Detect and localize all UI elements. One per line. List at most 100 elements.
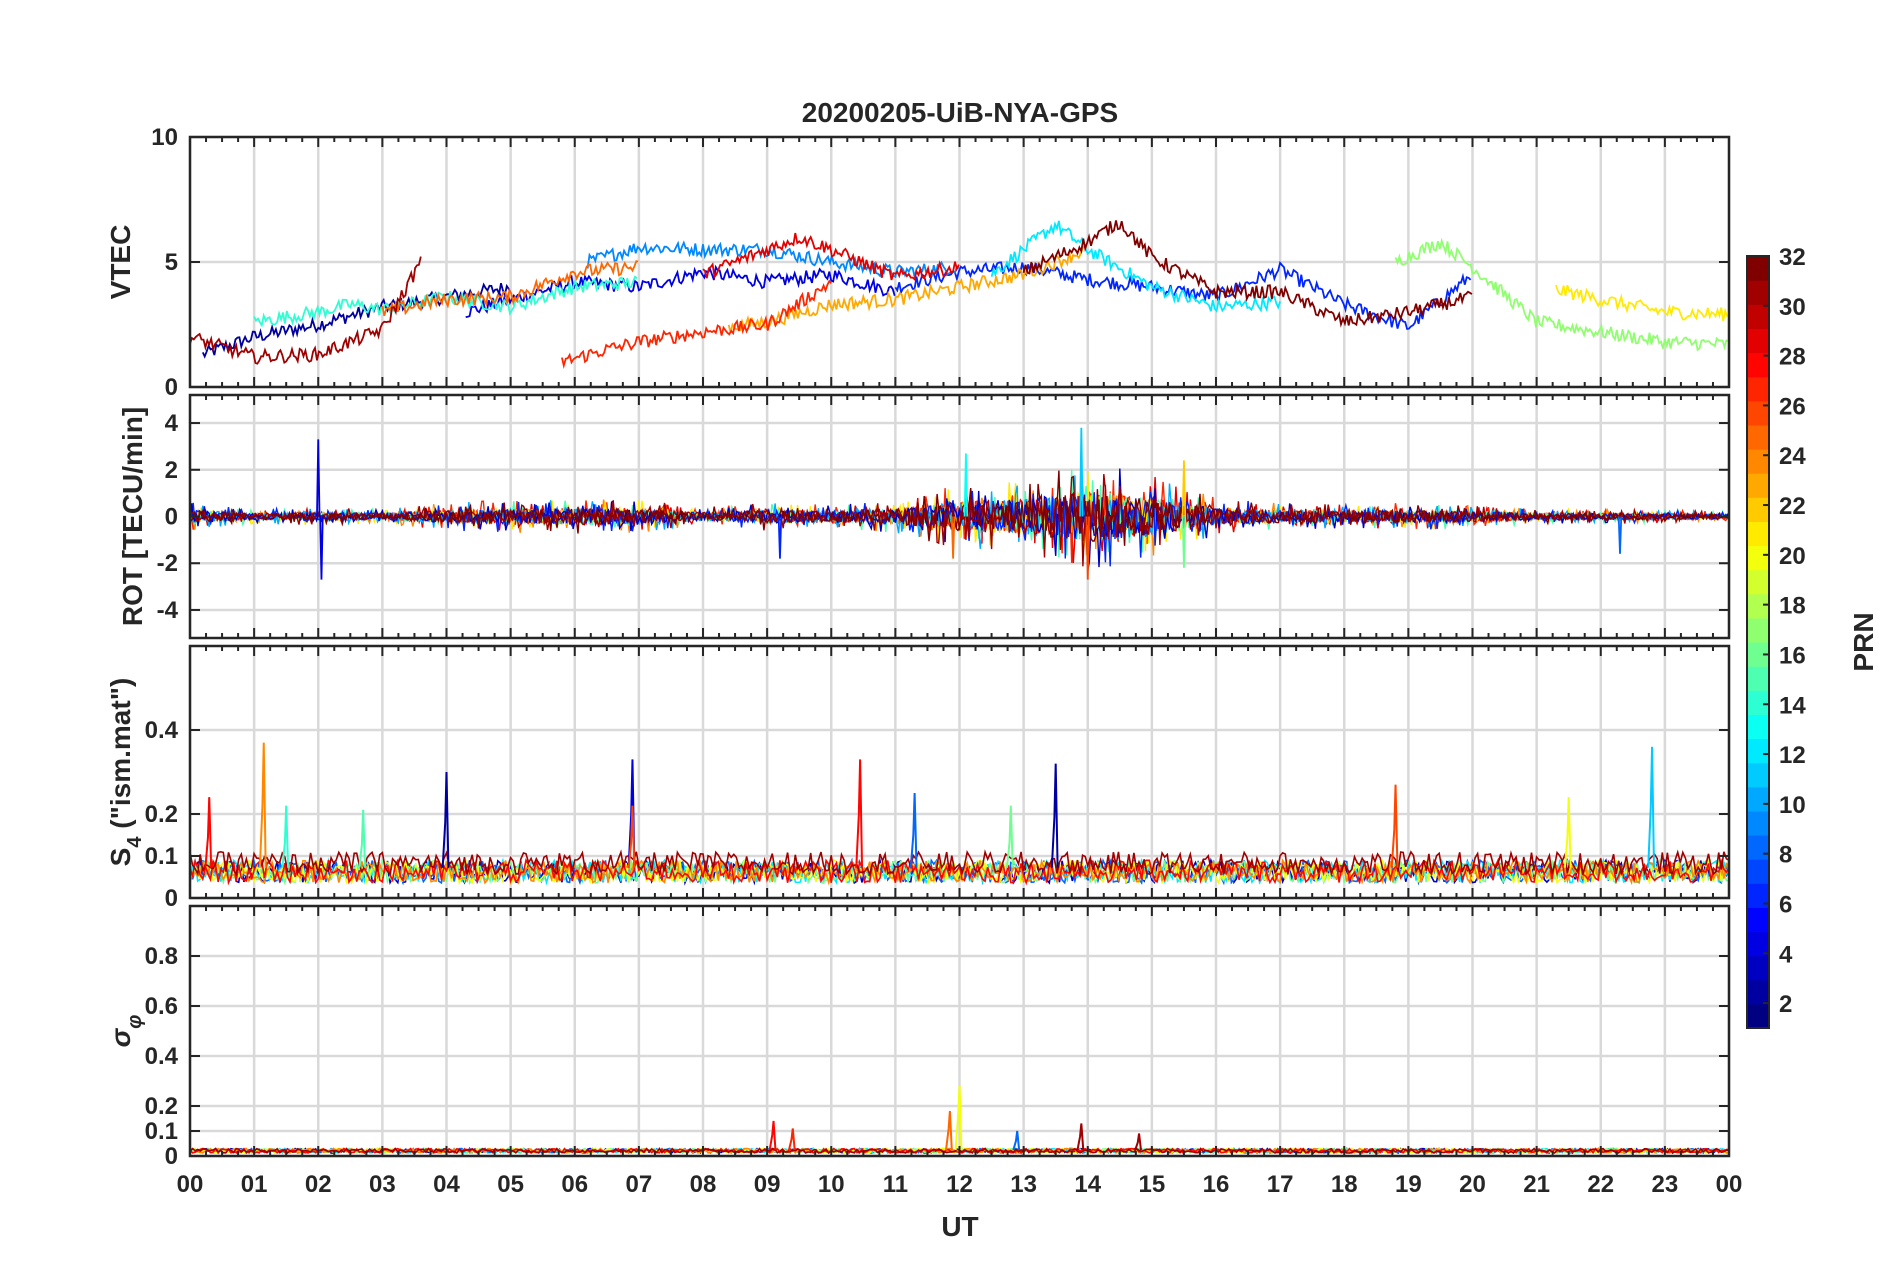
spike-prn-31: [1134, 1133, 1142, 1151]
y-tick-label: 10: [151, 124, 178, 151]
series-prn-29: [702, 232, 960, 281]
x-tick-label: 09: [754, 1171, 781, 1198]
y-tick-label: 4: [165, 410, 179, 437]
colorbar-swatch: [1747, 642, 1769, 667]
y-tick-label: -2: [157, 550, 178, 577]
colorbar-swatch: [1747, 473, 1769, 498]
spike-prn-25: [945, 1110, 953, 1151]
x-tick-label: 11: [883, 1171, 908, 1198]
figure-title: 20200205-UiB-NYA-GPS: [802, 97, 1118, 128]
colorbar-frame: [1746, 255, 1770, 1029]
spike-prn-27: [787, 1128, 796, 1151]
colorbar-swatch: [1747, 690, 1769, 715]
x-tick-label: 12: [946, 1171, 973, 1198]
colorbar-swatch: [1747, 256, 1769, 281]
rot-spike: [1181, 460, 1187, 517]
y-tick-label: 0.4: [145, 1043, 179, 1070]
colorbar-swatch: [1747, 304, 1769, 329]
y-tick-label: 5: [165, 249, 178, 276]
colorbar-swatch: [1747, 738, 1769, 764]
x-tick-label: 21: [1523, 1171, 1550, 1198]
x-tick-label: 03: [369, 1171, 396, 1198]
y-tick-label: 0: [165, 504, 178, 531]
spike-prn-28: [855, 759, 864, 868]
rot-spike: [1085, 516, 1090, 580]
y-tick-label: 0.4: [145, 717, 179, 744]
y-tick-label: 0.2: [145, 801, 178, 828]
colorbar-label: PRN: [1848, 612, 1879, 671]
rot-spike: [1617, 516, 1623, 554]
colorbar-swatch: [1747, 1003, 1769, 1029]
spike-prn-31: [1076, 1123, 1085, 1151]
colorbar-tick-label: 28: [1779, 344, 1806, 371]
x-tick-label: 10: [818, 1171, 845, 1198]
y-tick-label: 0.2: [145, 1093, 178, 1120]
colorbar-tick-label: 8: [1779, 842, 1792, 869]
rot-spike: [1181, 516, 1187, 568]
colorbar-swatch: [1747, 931, 1769, 957]
x-tick-label: 06: [561, 1171, 588, 1198]
y-tick-label: 0: [165, 374, 178, 401]
colorbar-swatch: [1747, 883, 1769, 908]
x-tick-label: 04: [433, 1171, 460, 1198]
y-tick-label: 0: [165, 885, 178, 912]
series-prn-27: [561, 279, 832, 370]
colorbar-swatch: [1747, 666, 1769, 691]
rot-spike: [319, 516, 324, 580]
y-axis-label-s4: S4 ("ism.mat"): [105, 678, 146, 867]
panel-sigma_phi: 00.10.2 0.4 0.6 0.8 σφ: [105, 904, 1731, 1170]
spike-prn-15: [358, 809, 367, 868]
colorbar-tick-label: 24: [1779, 443, 1806, 470]
data-s4: [190, 742, 1729, 886]
panel-s4: 0 0.1 0.2 0.4S4 ("ism.mat"): [105, 644, 1731, 912]
colorbar-tick-label: 32: [1779, 244, 1806, 271]
x-tick-label: 13: [1010, 1171, 1037, 1198]
colorbar-swatch: [1747, 545, 1769, 571]
x-tick-label: 14: [1074, 1171, 1101, 1198]
series-prn-2: [201, 282, 512, 359]
series-prn-31: [190, 256, 422, 365]
series-prn-17: [1394, 237, 1729, 352]
spike-prn-24: [258, 742, 267, 868]
colorbar-tick-label: 6: [1779, 891, 1792, 918]
colorbar-tick-label: 16: [1779, 642, 1806, 669]
y-axis-label-rot: ROT [TECU/min]: [117, 407, 148, 626]
colorbar-swatch: [1747, 907, 1769, 933]
x-tick-label: 18: [1331, 1171, 1358, 1198]
x-tick-label: 01: [241, 1171, 268, 1198]
series-prn-24: [190, 857, 1729, 886]
rot-spike: [963, 453, 969, 517]
colorbar-tick-label: 2: [1779, 991, 1792, 1018]
spike-prn-26: [1390, 784, 1399, 868]
series-prn-9: [586, 240, 960, 279]
spike-prn-28: [204, 797, 213, 868]
y-tick-label: 0.6: [145, 993, 178, 1020]
x-tick-label: 22: [1587, 1171, 1614, 1198]
y-tick-label: 0.1: [145, 843, 178, 870]
spike-prn-11: [1647, 746, 1655, 868]
rot-spike: [1079, 427, 1084, 517]
colorbar-swatch: [1747, 859, 1769, 884]
rot-spike: [316, 439, 321, 517]
data-vtec: [190, 220, 1729, 370]
colorbar-tick-label: 10: [1779, 792, 1806, 819]
x-tick-label: 00: [177, 1171, 204, 1198]
series-prn-31: [190, 849, 1729, 878]
x-tick-label: 23: [1652, 1171, 1679, 1198]
y-axis-label-sigma_phi: σφ: [105, 1015, 146, 1048]
x-tick-label: 02: [305, 1171, 332, 1198]
colorbar-swatch: [1747, 714, 1769, 740]
series-prn-23: [727, 244, 1088, 333]
colorbar-tick-label: 30: [1779, 294, 1806, 321]
y-tick-label: 0.8: [145, 943, 178, 970]
colorbar-swatch: [1747, 449, 1769, 474]
x-tick-label: 05: [497, 1171, 524, 1198]
colorbar-tick-label: 12: [1779, 742, 1806, 769]
rot-spike: [777, 516, 783, 559]
colorbar-tick-label: 22: [1779, 493, 1806, 520]
x-tick-label: 07: [626, 1171, 653, 1198]
x-tick-label: 08: [690, 1171, 717, 1198]
x-tick-label: 19: [1395, 1171, 1422, 1198]
